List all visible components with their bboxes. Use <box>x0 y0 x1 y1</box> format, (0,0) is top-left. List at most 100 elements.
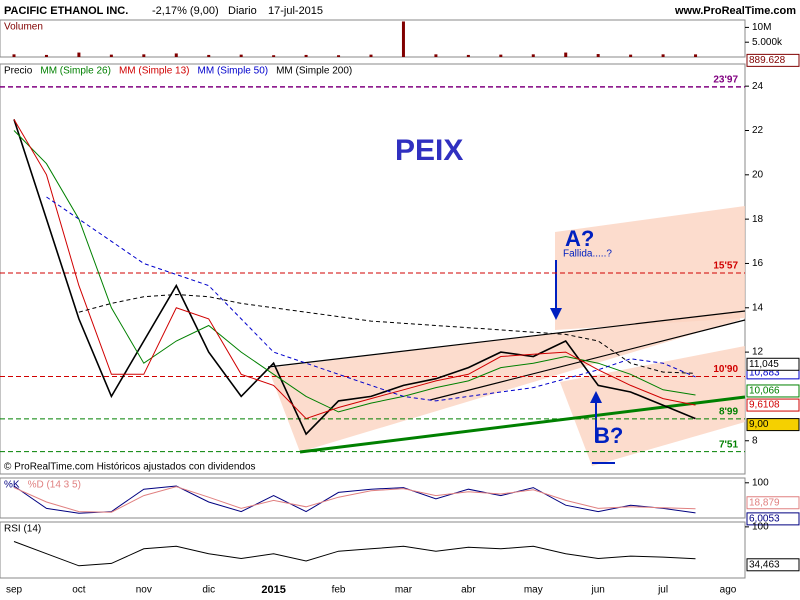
ticker-label: PEIX <box>395 134 463 167</box>
drawings <box>267 206 746 466</box>
legend-entry: RSI (14) <box>4 524 41 535</box>
legend-entry: Precio <box>4 66 33 77</box>
x-tick-label: 2015 <box>261 584 285 596</box>
volume-bar <box>564 52 568 57</box>
volume-bar <box>109 54 113 57</box>
legend-entry: %D (14 3 5) <box>28 480 81 491</box>
legend-entry: MM (Simple 13) <box>119 66 190 77</box>
value-label: 6,0053 <box>749 514 780 525</box>
volume-bar <box>239 54 243 57</box>
volume-panel <box>0 19 746 58</box>
legend-entry: MM (Simple 50) <box>198 66 269 77</box>
series-line <box>13 119 696 420</box>
value-box <box>746 418 800 432</box>
channel-up <box>555 206 745 330</box>
stoch-panel <box>0 477 746 519</box>
value-label: 18,879 <box>749 497 780 508</box>
annotation-b: B? <box>594 423 623 448</box>
y-tick-label: 14 <box>752 302 764 313</box>
trendline <box>267 310 746 368</box>
y-tick-label: 16 <box>752 258 764 269</box>
support-line <box>299 395 746 454</box>
company-title: PACIFIC ETHANOL INC. <box>4 5 128 17</box>
y-tick-label: 100 <box>752 522 769 533</box>
value-label: 34,463 <box>749 559 780 570</box>
rsi-panel <box>0 521 746 579</box>
volume-bar <box>434 54 438 57</box>
volume-bar <box>596 54 600 57</box>
series-line <box>13 541 696 567</box>
y-tick-label: 22 <box>752 125 764 136</box>
y-tick-label: 20 <box>752 169 764 180</box>
series-line <box>46 196 696 402</box>
value-label: 10,883 <box>749 368 780 379</box>
value-box <box>746 512 800 526</box>
level-label: 7'51 <box>719 439 739 450</box>
y-tick-label: 8 <box>752 435 758 446</box>
x-tick-label: ago <box>720 585 737 596</box>
copyright: © ProRealTime.com Históricos ajustados c… <box>4 462 256 473</box>
series-line <box>13 486 696 513</box>
x-tick-label: oct <box>72 585 86 596</box>
legend-entry: MM (Simple 26) <box>40 66 111 77</box>
volume-bar <box>174 53 178 57</box>
trendline <box>429 319 746 401</box>
value-box <box>746 53 800 67</box>
arrow-head <box>590 391 602 403</box>
value-label: 9,6108 <box>749 400 780 411</box>
y-tick-label: 100 <box>752 477 769 488</box>
volume-bar <box>499 54 503 57</box>
volume-bar <box>304 54 308 57</box>
volume-bar <box>142 54 146 57</box>
volume-bar <box>401 21 405 57</box>
annotation-a-note: Fallida.....? <box>563 249 612 260</box>
value-label: 10,066 <box>749 386 780 397</box>
x-tick-label: may <box>524 585 543 596</box>
legend-entry: %K <box>4 480 20 491</box>
legend-entry: Volumen <box>4 22 43 33</box>
volume-bar <box>207 54 211 57</box>
x-tick-label: mar <box>395 585 413 596</box>
series-line <box>13 130 696 413</box>
value-box <box>746 384 800 398</box>
volume-bar <box>77 52 81 57</box>
x-tick-label: dic <box>202 585 215 596</box>
volume-bar <box>12 54 16 57</box>
y-tick-label: 18 <box>752 214 764 225</box>
value-box <box>746 398 800 412</box>
value-box <box>746 357 800 371</box>
x-tick-label: feb <box>332 585 346 596</box>
x-tick-label: sep <box>6 585 23 596</box>
y-tick-label: 5.000k <box>752 37 783 48</box>
level-label: 23'97 <box>713 74 738 85</box>
volume-bar <box>694 54 698 57</box>
volume-bar <box>629 54 633 57</box>
annotation-a: A? <box>565 226 594 251</box>
volume-bar <box>661 54 665 57</box>
volume-bar <box>466 54 470 57</box>
series-line <box>78 293 696 374</box>
x-tick-label: abr <box>461 585 476 596</box>
level-label: 8'99 <box>719 406 739 417</box>
volume-bar <box>369 54 373 57</box>
value-label: 9,00 <box>749 419 769 430</box>
volume-bar <box>272 55 276 57</box>
volume-bar <box>337 55 341 57</box>
value-label: 889.628 <box>749 55 786 66</box>
volume-bar <box>531 54 535 57</box>
period: Diario <box>228 5 257 17</box>
volume-bar <box>44 54 48 57</box>
value-box <box>746 496 800 510</box>
y-tick-label: 12 <box>752 347 764 358</box>
x-tick-label: nov <box>136 585 152 596</box>
x-tick-label: jun <box>591 585 605 596</box>
level-label: 10'90 <box>713 364 738 375</box>
date: 17-jul-2015 <box>268 5 323 17</box>
y-tick-label: 10M <box>752 22 771 33</box>
series-line <box>13 485 696 514</box>
arrow-head <box>550 308 562 320</box>
series-line <box>13 119 696 436</box>
y-tick-label: 24 <box>752 81 764 92</box>
legend-entry: MM (Simple 200) <box>276 66 352 77</box>
